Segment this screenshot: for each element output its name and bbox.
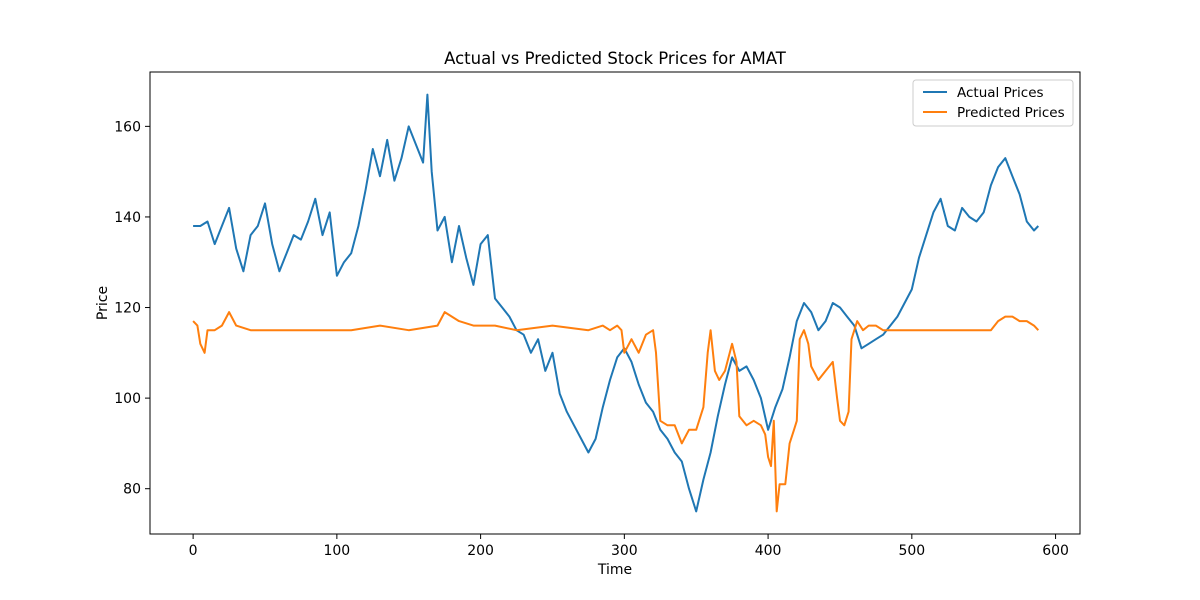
y-tick-label: 120 — [114, 301, 141, 317]
y-tick-label: 80 — [123, 482, 141, 498]
x-tick-label: 400 — [755, 543, 782, 559]
x-tick-label: 0 — [189, 543, 198, 559]
x-tick-label: 300 — [611, 543, 638, 559]
series-line-actual-prices — [193, 93, 1040, 513]
series-layer — [192, 93, 1040, 513]
x-tick-label: 500 — [898, 543, 925, 559]
x-tick-label: 600 — [1042, 543, 1069, 559]
chart-title: Actual vs Predicted Stock Prices for AMA… — [444, 49, 787, 68]
legend-label: Predicted Prices — [957, 105, 1065, 121]
plot-area — [149, 71, 1081, 535]
x-axis-label: Time — [597, 562, 632, 578]
y-tick-label: 140 — [114, 210, 141, 226]
y-tick-label: 100 — [114, 391, 141, 407]
series-line-predicted-prices — [192, 311, 1040, 513]
y-axis: 80 100 120 140 160 — [114, 119, 150, 498]
x-tick-label: 100 — [323, 543, 350, 559]
x-axis: 0 100 200 300 400 500 600 — [189, 534, 1069, 559]
y-tick-label: 160 — [114, 119, 141, 135]
axes-frame — [149, 71, 1081, 535]
x-tick-label: 200 — [467, 543, 494, 559]
legend-box — [912, 79, 1074, 127]
legend: Actual Prices Predicted Prices — [912, 79, 1074, 127]
y-axis-label: Price — [95, 286, 111, 320]
legend-label: Actual Prices — [957, 85, 1044, 101]
